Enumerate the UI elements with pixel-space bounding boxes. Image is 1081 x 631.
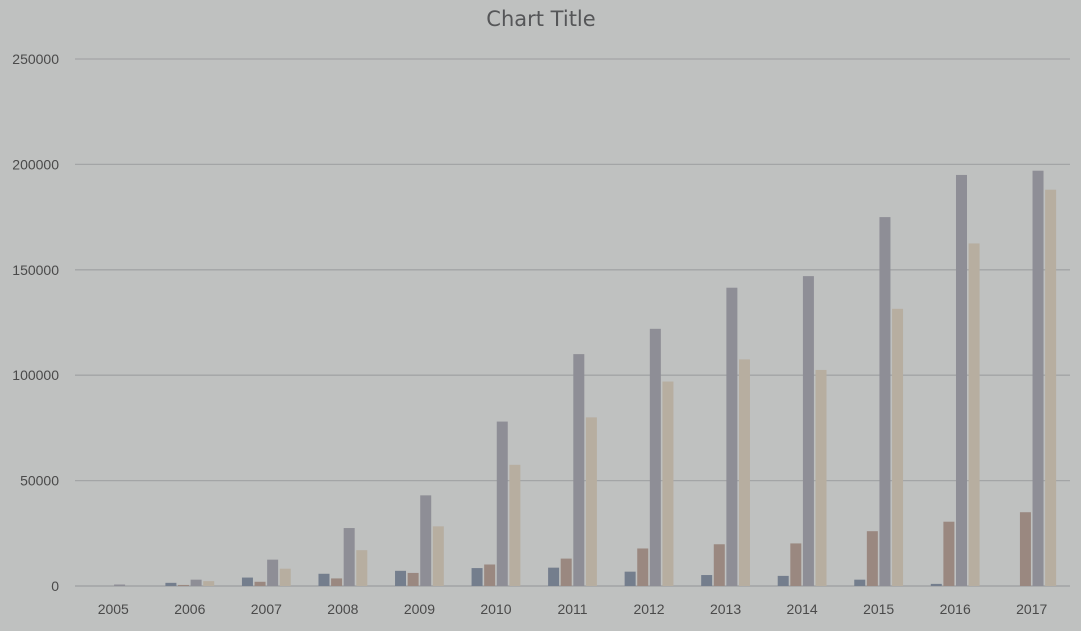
x-tick-label: 2013 <box>710 601 741 617</box>
bar <box>165 582 177 586</box>
y-tick-label: 200000 <box>12 156 59 172</box>
x-tick-label: 2007 <box>251 601 282 617</box>
bar <box>395 570 407 586</box>
bar <box>254 581 266 586</box>
bar <box>484 564 496 586</box>
x-tick-label: 2011 <box>557 601 587 617</box>
x-tick-label: 2005 <box>98 601 129 617</box>
y-tick-label: 0 <box>51 578 59 594</box>
x-tick-label: 2014 <box>787 601 818 617</box>
x-tick-label: 2016 <box>940 601 971 617</box>
bar <box>267 559 279 586</box>
bar <box>866 531 878 586</box>
bar <box>1045 189 1057 587</box>
bar <box>879 217 891 586</box>
bar <box>114 584 126 586</box>
bar <box>318 573 330 586</box>
bar <box>471 568 483 586</box>
y-tick-label: 50000 <box>20 473 59 489</box>
y-tick-label: 100000 <box>12 367 59 383</box>
bar <box>892 308 904 586</box>
bar <box>356 550 368 586</box>
bar <box>790 543 802 586</box>
y-tick-label: 250000 <box>12 51 59 67</box>
bar <box>331 578 343 586</box>
chart-title: Chart Title <box>486 7 595 31</box>
bar <box>496 421 508 586</box>
bar <box>432 526 444 586</box>
bar <box>1032 170 1044 586</box>
bar <box>573 354 585 586</box>
bar <box>509 464 521 586</box>
y-tick-label: 150000 <box>12 262 59 278</box>
bar <box>560 558 572 586</box>
bar <box>407 572 419 586</box>
bar <box>649 328 661 586</box>
bar <box>955 174 967 586</box>
bar <box>943 521 955 586</box>
x-tick-label: 2012 <box>633 601 664 617</box>
y-axis: 0 50000 100000 150000 200000 250000 <box>12 51 59 594</box>
x-tick-label: 2009 <box>404 601 435 617</box>
bar <box>585 417 597 586</box>
x-tick-label: 2006 <box>174 601 205 617</box>
bar <box>420 495 432 586</box>
x-axis: 2005 2006 2007 2008 2009 2010 2011 2012 2013 2014… <box>98 601 1048 617</box>
bar <box>815 369 827 586</box>
x-tick-label: 2017 <box>1016 601 1047 617</box>
bar <box>279 568 291 586</box>
bar <box>624 571 636 586</box>
x-tick-label: 2015 <box>863 601 894 617</box>
bar <box>190 579 202 586</box>
bar <box>854 579 866 586</box>
bar <box>777 575 789 586</box>
bar <box>713 544 725 586</box>
bar <box>548 567 560 586</box>
bar <box>1019 512 1031 586</box>
bar <box>662 381 674 586</box>
gridlines <box>75 58 1070 587</box>
bars <box>114 170 1057 587</box>
bar <box>637 548 649 586</box>
bar <box>968 243 980 586</box>
x-tick-label: 2010 <box>480 601 511 617</box>
bar <box>738 359 750 586</box>
bar <box>930 583 942 586</box>
bar <box>701 575 713 586</box>
bar <box>726 287 738 586</box>
bar <box>343 528 355 586</box>
bar <box>241 577 253 586</box>
bar <box>802 276 814 586</box>
x-tick-label: 2008 <box>327 601 358 617</box>
bar <box>178 584 190 586</box>
bar <box>203 581 215 586</box>
